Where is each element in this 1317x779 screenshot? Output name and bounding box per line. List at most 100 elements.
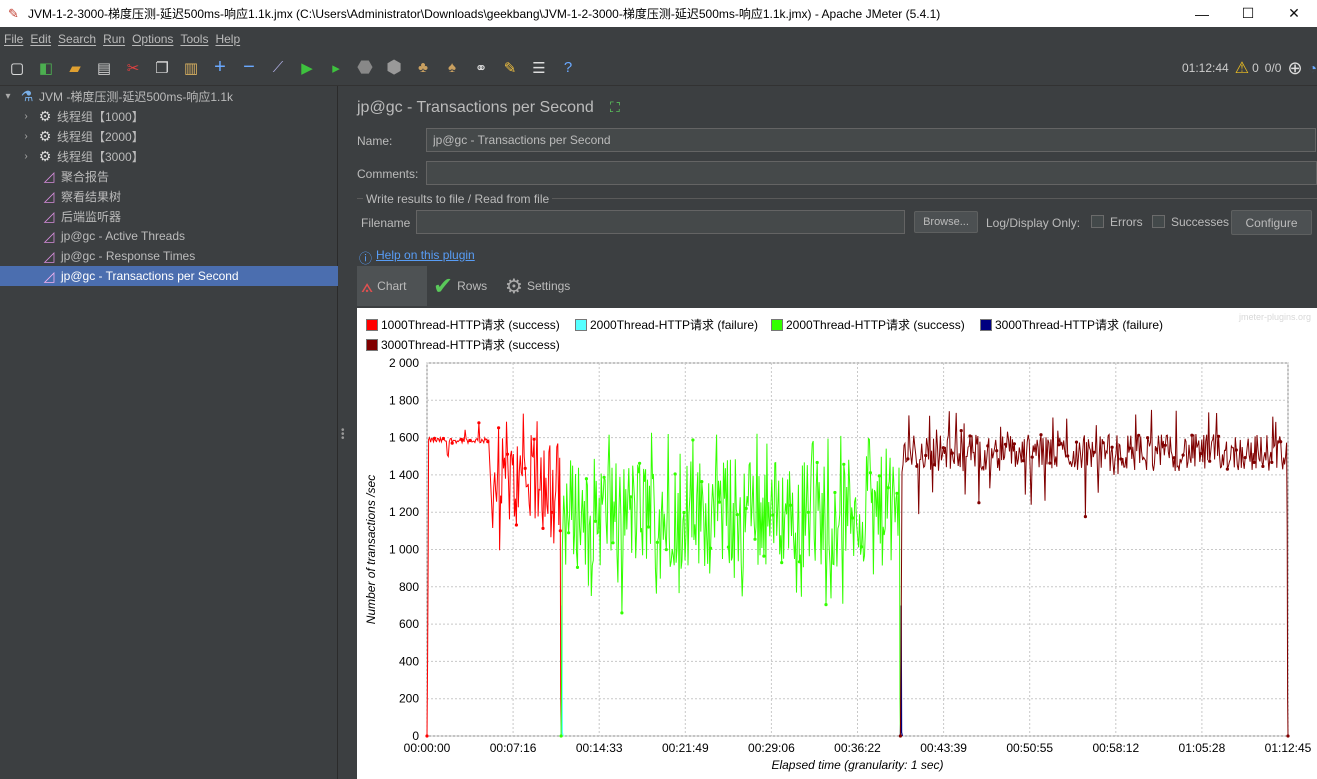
series-point (815, 460, 819, 465)
remote-icon[interactable]: ⊕ (1287, 57, 1303, 78)
expand-arrow-icon[interactable]: › (24, 110, 28, 122)
collapse-arrow-icon[interactable]: ▾ (5, 90, 11, 102)
thread-count: 0/0 (1264, 61, 1282, 75)
x-tick-label: 01:12:45 (1265, 741, 1312, 755)
tree-root[interactable]: ▾ ⚗ JVM -梯度压测-延迟500ms-响应1.1k (0, 86, 338, 106)
tree-item-thread-group-3000[interactable]: › ⚙ 线程组【3000】 (0, 146, 338, 166)
help-icon[interactable]: ? (563, 59, 573, 76)
toggle-icon[interactable]: ⟋ (272, 59, 284, 76)
expand-icon[interactable]: + (214, 56, 226, 78)
tree-item-transactions-per-second[interactable]: ◿ jp@gc - Transactions per Second (0, 266, 338, 286)
series-point (514, 523, 518, 527)
start-icon[interactable]: ▶ (301, 59, 313, 77)
stop-icon[interactable]: ⬣ (357, 57, 373, 77)
shutdown-icon[interactable]: ⬢ (386, 57, 402, 77)
tree-item-label: 后端监听器 (61, 209, 122, 224)
comments-field[interactable] (426, 161, 1317, 185)
series-point (638, 461, 642, 465)
clear-icon[interactable]: ♣ (418, 59, 428, 76)
copy-icon[interactable]: ❐ (155, 59, 169, 77)
tab-settings[interactable]: ⚙ Settings (501, 266, 581, 306)
fullscreen-icon[interactable]: ⛶ (610, 99, 620, 115)
configure-button[interactable]: Configure (1231, 210, 1312, 235)
templates-icon[interactable]: ◧ (38, 59, 54, 77)
name-field[interactable] (426, 128, 1316, 152)
browse-button[interactable]: Browse... (914, 211, 978, 233)
menu-file[interactable]: File (4, 31, 24, 46)
menu-tools[interactable]: Tools (180, 31, 209, 46)
successes-checkbox[interactable] (1152, 215, 1165, 228)
warning-count: 0 (1252, 61, 1259, 75)
save-icon[interactable]: ▤ (96, 59, 112, 77)
series-point (459, 437, 463, 441)
legend-swatch (575, 318, 587, 331)
y-tick-label: 0 (412, 729, 419, 743)
cut-icon[interactable]: ✂ (126, 59, 140, 77)
series-point (691, 438, 695, 442)
menu-edit[interactable]: Edit (30, 31, 52, 46)
series-point (550, 510, 554, 514)
open-icon[interactable]: ▰ (69, 59, 81, 77)
series-point (593, 519, 597, 523)
maximize-button[interactable]: ☐ (1241, 5, 1255, 21)
minimize-button[interactable]: — (1195, 5, 1209, 22)
series-point (646, 525, 651, 529)
series-point (1083, 515, 1087, 519)
y-tick-label: 1 200 (389, 505, 419, 519)
tree-item-aggregate-report[interactable]: ◿ 聚合报告 (0, 166, 338, 186)
x-tick-label: 00:07:16 (490, 741, 537, 755)
menu-run[interactable]: Run (103, 31, 126, 46)
close-button[interactable]: ✕ (1288, 5, 1300, 21)
legend-swatch (366, 338, 378, 351)
clear-all-icon[interactable]: ♠ (448, 59, 456, 76)
toolbar: ▢ ◧ ▰ ▤ ✂ ❐ ▥ + − ⟋ ▶ ▸ ⬣ ⬢ ♣ ♠ ⚭ ✎ ☰ ? … (0, 50, 1317, 86)
series-point (1137, 433, 1141, 437)
series-point (1101, 441, 1105, 445)
series-point (486, 440, 490, 444)
tree-item-response-times[interactable]: ◿ jp@gc - Response Times (0, 246, 338, 266)
series-point (1190, 433, 1194, 437)
expand-arrow-icon[interactable]: › (24, 130, 28, 142)
errors-checkbox[interactable] (1091, 215, 1104, 228)
tree-item-thread-group-2000[interactable]: › ⚙ 线程组【2000】 (0, 126, 338, 146)
tree-item-backend-listener[interactable]: ◿ 后端监听器 (0, 206, 338, 226)
series-point (851, 516, 855, 520)
logger-icon[interactable]: ◔ (1308, 60, 1317, 76)
help-link[interactable]: Help on this plugin (376, 248, 475, 262)
menu-options[interactable]: Options (132, 31, 174, 46)
graph-icon: ◿ (43, 167, 55, 184)
series-point (1279, 440, 1283, 444)
series-point (700, 480, 704, 484)
x-tick-label: 00:14:33 (576, 741, 623, 755)
file-group-title: Write results to file / Read from file (363, 192, 553, 206)
function-helper-icon[interactable]: ☰ (532, 59, 546, 77)
paste-icon[interactable]: ▥ (183, 59, 199, 77)
successes-label: Successes (1171, 215, 1230, 229)
tree-item-label: 察看结果树 (61, 189, 122, 204)
gear-icon: ⚙ (38, 147, 52, 164)
series-point (1074, 440, 1079, 444)
menu-help[interactable]: Help (215, 31, 241, 46)
tab-rows[interactable]: ✔ Rows (429, 266, 499, 306)
new-icon[interactable]: ▢ (9, 59, 25, 77)
tab-chart-label: Chart (377, 279, 407, 293)
search-icon[interactable]: ⚭ (474, 59, 488, 77)
tab-chart[interactable]: ⟑ Chart (357, 266, 427, 306)
collapse-icon[interactable]: − (243, 56, 255, 78)
menu-search[interactable]: Search (58, 31, 97, 46)
tree-item-results-tree[interactable]: ◿ 察看结果树 (0, 186, 338, 206)
filename-field[interactable] (416, 210, 905, 234)
y-tick-label: 1 800 (389, 393, 419, 407)
expand-arrow-icon[interactable]: › (24, 150, 28, 162)
errors-label: Errors (1110, 215, 1143, 229)
tree-item-active-threads[interactable]: ◿ jp@gc - Active Threads (0, 226, 338, 246)
warning-icon[interactable]: ⚠ (1234, 60, 1250, 77)
start-no-pauses-icon[interactable]: ▸ (332, 59, 340, 77)
split-pane-divider[interactable]: • • • (339, 86, 357, 779)
tree-item-thread-group-1000[interactable]: › ⚙ 线程组【1000】 (0, 106, 338, 126)
reset-search-icon[interactable]: ✎ (503, 59, 517, 77)
graph-icon: ◿ (43, 187, 55, 204)
series-point (788, 503, 793, 507)
series-point (1261, 464, 1265, 468)
